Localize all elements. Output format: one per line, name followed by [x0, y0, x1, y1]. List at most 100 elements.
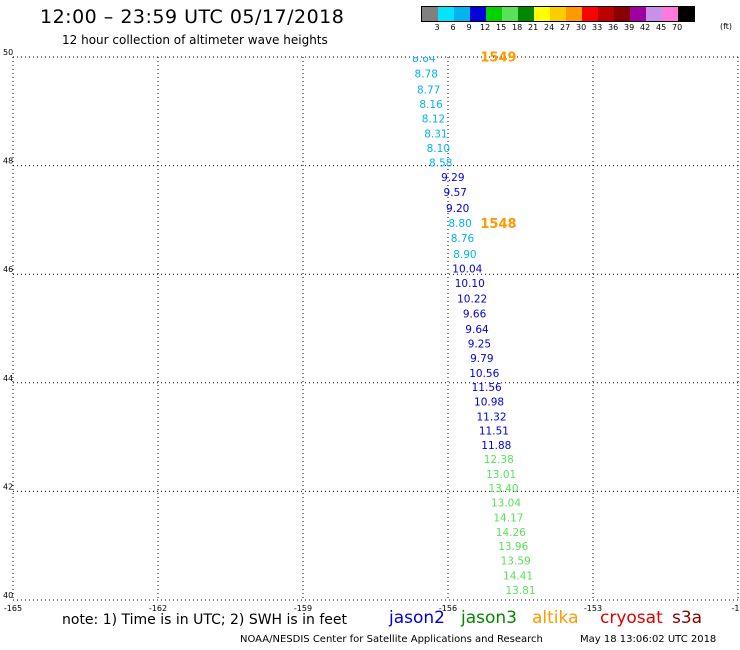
legend-swatch — [678, 7, 694, 21]
satellite-legend-jason3: jason3 — [461, 608, 517, 628]
wave-height-label: 10.56 — [469, 368, 499, 380]
color-scale-unit: (ft) — [720, 22, 733, 31]
legend-tick-label: 15 — [496, 23, 507, 32]
footnote: note: 1) Time is in UTC; 2) SWH is in fe… — [62, 612, 348, 628]
x-tick-label: -15 — [731, 604, 740, 613]
x-tick-label: -159 — [294, 604, 312, 613]
wave-height-label: 9.57 — [444, 187, 467, 199]
satellite-legend-cryosat: cryosat — [600, 608, 663, 628]
legend-tick-label: 33 — [592, 23, 603, 32]
legend-tick-label: 42 — [640, 23, 651, 32]
chart-subtitle: 12 hour collection of altimeter wave hei… — [62, 33, 328, 47]
legend-swatch — [518, 7, 534, 21]
y-tick-label: 50 — [3, 48, 13, 57]
y-tick-label: 40 — [3, 591, 13, 600]
legend-tick-label: 27 — [560, 23, 571, 32]
track-time-label: 1549 — [480, 50, 516, 65]
legend-tick-label: 70 — [672, 23, 683, 32]
legend-tick-label: 9 — [466, 23, 472, 32]
wave-height-label: 9.66 — [463, 309, 487, 321]
wave-height-label: 8.16 — [419, 99, 443, 111]
wave-height-label: 13.04 — [491, 498, 521, 510]
x-tick-label: -165 — [4, 604, 22, 613]
color-scale-labels: 3 6 9 12 15 18 21 24 27 30 33 36 39 42 45 70 — [421, 23, 721, 35]
x-tick-label: -153 — [584, 604, 602, 613]
wave-height-label: 8.12 — [422, 114, 445, 126]
wave-height-label: 9.20 — [446, 203, 469, 215]
wave-height-label: 8.78 — [415, 69, 438, 81]
satellite-legend-altika: altika — [532, 608, 579, 628]
wave-height-label: 8.76 — [451, 233, 475, 245]
wave-height-label: 9.25 — [468, 339, 491, 351]
wave-height-label: 8.90 — [453, 249, 476, 261]
wave-height-label: 9.64 — [465, 324, 489, 336]
legend-swatch — [422, 7, 438, 21]
wave-height-label: 11.32 — [476, 411, 506, 423]
y-tick-label: 42 — [3, 482, 13, 491]
wave-height-label: 13.01 — [486, 469, 516, 481]
legend-swatch — [438, 7, 454, 21]
y-tick-label: 48 — [3, 157, 13, 166]
wave-height-label: 13.59 — [501, 556, 531, 568]
color-scale-legend — [421, 6, 695, 22]
legend-swatch — [614, 7, 630, 21]
legend-tick-label: 6 — [450, 23, 456, 32]
wave-height-label: 11.88 — [481, 440, 511, 452]
satellite-legend-jason2: jason2 — [389, 608, 445, 628]
wave-height-label: 14.26 — [496, 527, 526, 539]
wave-height-label: 14.41 — [503, 570, 533, 582]
legend-swatch — [662, 7, 678, 21]
wave-height-label: 12.38 — [484, 454, 514, 466]
wave-height-label: 9.29 — [441, 172, 464, 184]
wave-height-label: 13.40 — [489, 483, 519, 495]
wave-height-label: 13.21 — [508, 600, 538, 612]
wave-height-label: 11.51 — [479, 425, 509, 437]
wave-height-label: 10.10 — [455, 278, 485, 290]
wave-height-label: 10.98 — [474, 397, 504, 409]
legend-swatch — [582, 7, 598, 21]
legend-tick-label: 24 — [544, 23, 555, 32]
wave-height-label: 9.79 — [470, 353, 493, 365]
x-tick-label: -156 — [439, 604, 457, 613]
legend-tick-label: 36 — [608, 23, 619, 32]
legend-swatch — [534, 7, 550, 21]
wave-height-label: 13.96 — [498, 541, 528, 553]
wave-height-label: 10.04 — [452, 264, 482, 276]
legend-swatch — [566, 7, 582, 21]
legend-swatch — [646, 7, 662, 21]
legend-swatch — [550, 7, 566, 21]
legend-tick-label: 30 — [576, 23, 587, 32]
track-1548: 9.64 9.25 9.79 10.56 11.56 10.98 11.32 11.51 11.… — [465, 324, 538, 612]
wave-height-label: 8.77 — [417, 84, 440, 96]
legend-swatch — [502, 7, 518, 21]
wave-height-label: 8.31 — [424, 128, 447, 140]
wave-height-label: 14.17 — [493, 512, 523, 524]
legend-tick-label: 3 — [434, 23, 440, 32]
satellite-legend-s3a: s3a — [672, 608, 703, 628]
wave-height-label: 13.81 — [505, 585, 535, 597]
wave-height-label: 10.22 — [457, 293, 487, 305]
wave-height-label: 8.80 — [448, 218, 471, 230]
chart-title: 12:00 – 23:59 UTC 05/17/2018 — [40, 6, 345, 28]
wave-height-label: 11.56 — [472, 382, 502, 394]
legend-tick-label: 21 — [528, 23, 539, 32]
legend-tick-label: 39 — [624, 23, 635, 32]
wave-height-label: 8.64 — [412, 53, 436, 65]
footer-credit: NOAA/NESDIS Center for Satellite Applica… — [240, 634, 543, 645]
x-tick-label: -162 — [149, 604, 167, 613]
wave-height-label: 8.58 — [429, 158, 452, 170]
legend-swatch — [598, 7, 614, 21]
track-time-label: 1548 — [480, 217, 516, 232]
legend-swatch — [630, 7, 646, 21]
legend-tick-label: 45 — [656, 23, 667, 32]
footer-timestamp: May 18 13:06:02 UTC 2018 — [580, 634, 717, 645]
legend-tick-label: 18 — [512, 23, 523, 32]
y-tick-label: 46 — [3, 265, 13, 274]
track-1549: 8.64 8.78 8.77 8.16 8.12 8.31 8.10 8.58 9.29 9.57… — [412, 53, 487, 321]
y-tick-label: 44 — [3, 374, 13, 383]
legend-tick-label: 12 — [480, 23, 491, 32]
legend-swatch — [454, 7, 470, 21]
legend-swatch — [470, 7, 486, 21]
